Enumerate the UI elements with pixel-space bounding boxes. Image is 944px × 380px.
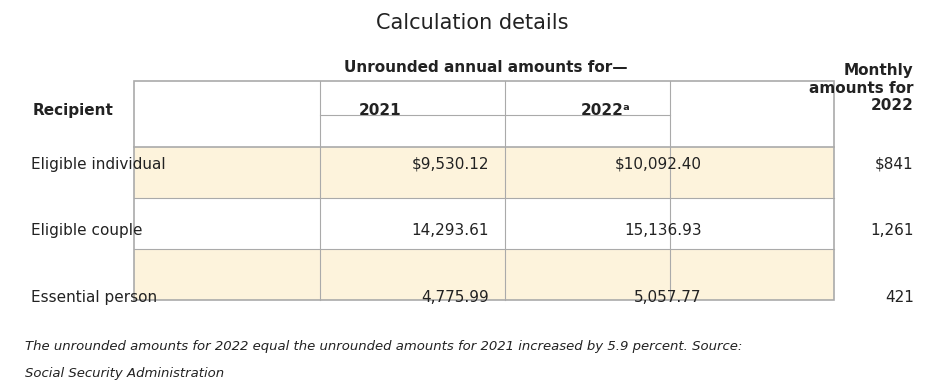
Text: 5,057.77: 5,057.77 [633,290,700,305]
Text: 2022ᵃ: 2022ᵃ [581,103,630,118]
Text: 421: 421 [884,290,913,305]
Bar [134,147,834,198]
Text: 14,293.61: 14,293.61 [412,223,489,238]
Text: 2021: 2021 [358,103,401,118]
Text: Eligible couple: Eligible couple [31,223,143,238]
Text: Calculation details: Calculation details [376,13,568,33]
Text: Unrounded annual amounts for—: Unrounded annual amounts for— [344,60,627,75]
Text: Eligible individual: Eligible individual [31,157,165,172]
Bar [134,198,834,249]
Text: Social Security Administration: Social Security Administration [25,367,224,380]
Text: $9,530.12: $9,530.12 [412,157,489,172]
Text: $841: $841 [874,157,913,172]
Text: Essential person: Essential person [31,290,157,305]
Text: 15,136.93: 15,136.93 [623,223,700,238]
Text: Recipient: Recipient [32,103,113,118]
Bar [134,249,834,300]
Bar [134,81,834,300]
Text: 1,261: 1,261 [869,223,913,238]
Text: 4,775.99: 4,775.99 [421,290,489,305]
Text: Monthly
amounts for
2022: Monthly amounts for 2022 [808,63,913,113]
Text: $10,092.40: $10,092.40 [614,157,700,172]
Text: The unrounded amounts for 2022 equal the unrounded amounts for 2021 increased by: The unrounded amounts for 2022 equal the… [25,340,741,353]
